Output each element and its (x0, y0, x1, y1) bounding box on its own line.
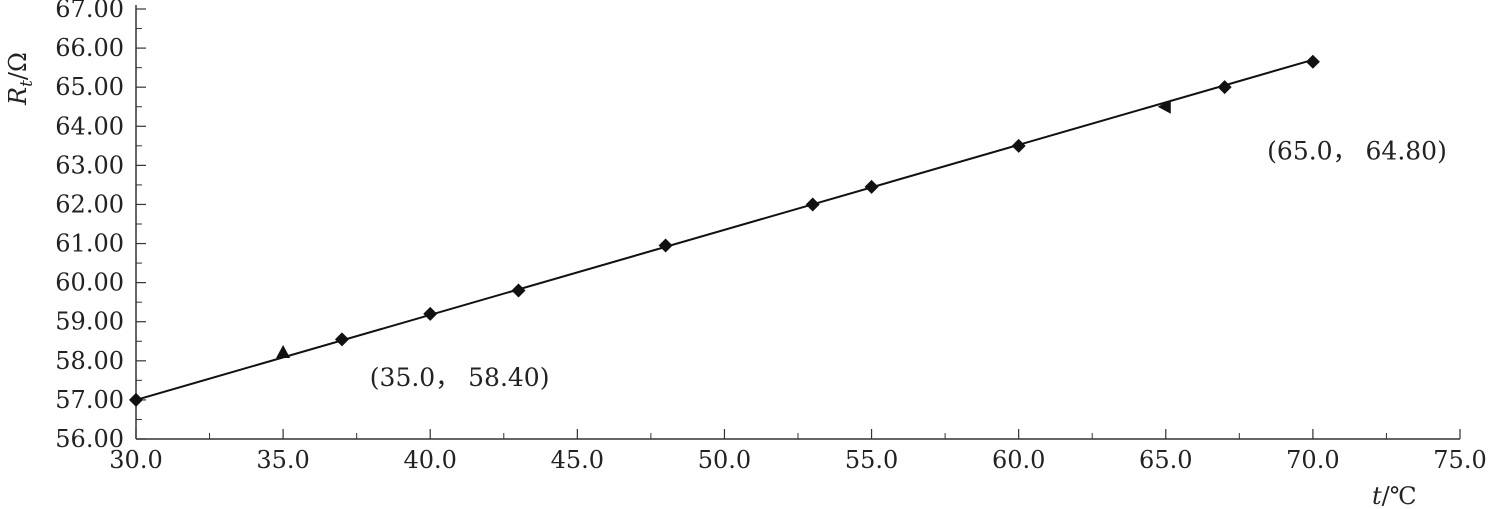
x-tick-label: 60.0 (992, 446, 1045, 474)
annotations: (35.0， 58.40) (65.0， 64.80) (370, 137, 1447, 393)
y-axis-title-unit: /Ω (4, 52, 32, 80)
data-point-diamond (334, 332, 349, 347)
y-axis-title-sub: t (17, 80, 37, 87)
data-point-diamond (864, 179, 879, 194)
data-point-diamond (805, 197, 820, 212)
x-tick-label: 55.0 (845, 446, 898, 474)
y-tick-label: 65.00 (55, 73, 124, 101)
data-point-diamond (511, 283, 526, 298)
x-tick-label: 75.0 (1433, 446, 1486, 474)
y-tick-label: 59.00 (55, 308, 124, 336)
y-ticks: 56.00 57.00 58.00 59.00 60.00 61.00 62.00 63.00… (55, 0, 146, 453)
x-tick-label: 35.0 (256, 446, 309, 474)
markers (129, 54, 1320, 407)
y-tick-label: 66.00 (55, 34, 124, 62)
y-tick-label: 58.00 (55, 347, 124, 375)
x-tick-label: 30.0 (109, 446, 162, 474)
data-point-diamond (1011, 138, 1026, 153)
y-tick-label: 57.00 (55, 386, 124, 414)
data-point-diamond (423, 306, 438, 321)
point-annotation: (35.0， 58.40) (370, 363, 550, 392)
series (135, 58, 1314, 401)
axes (135, 5, 1460, 440)
data-point-diamond (658, 238, 673, 253)
fit-line (135, 58, 1314, 401)
y-axis-title: Rt/Ω (4, 52, 37, 106)
y-tick-label: 62.00 (55, 190, 124, 218)
y-tick-label: 56.00 (55, 425, 124, 453)
y-tick-label: 60.00 (55, 269, 124, 297)
x-ticks: 30.0 35.0 40.0 45.0 50.0 55.0 60.0 65.0 70.0 75.0 (109, 429, 1487, 474)
data-point-triangle-left (1157, 99, 1171, 114)
x-axis-title-unit: /℃ (1382, 482, 1417, 509)
data-point-diamond (1305, 54, 1320, 69)
y-tick-label: 61.00 (55, 230, 124, 258)
x-tick-label: 45.0 (551, 446, 604, 474)
data-point-triangle-up (276, 345, 291, 358)
point-annotation: (65.0， 64.80) (1267, 137, 1447, 166)
x-tick-label: 70.0 (1286, 446, 1339, 474)
data-point-diamond (129, 392, 143, 407)
x-tick-label: 65.0 (1139, 446, 1192, 474)
data-point-diamond (1217, 80, 1232, 95)
y-tick-label: 64.00 (55, 112, 124, 140)
y-tick-label: 67.00 (55, 0, 124, 23)
x-tick-label: 50.0 (698, 446, 751, 474)
y-axis-title-var: R (4, 87, 32, 106)
x-axis-title: t/℃ (1372, 482, 1417, 509)
x-tick-label: 40.0 (404, 446, 457, 474)
x-axis-title-var: t (1372, 482, 1382, 509)
y-tick-label: 63.00 (55, 151, 124, 179)
